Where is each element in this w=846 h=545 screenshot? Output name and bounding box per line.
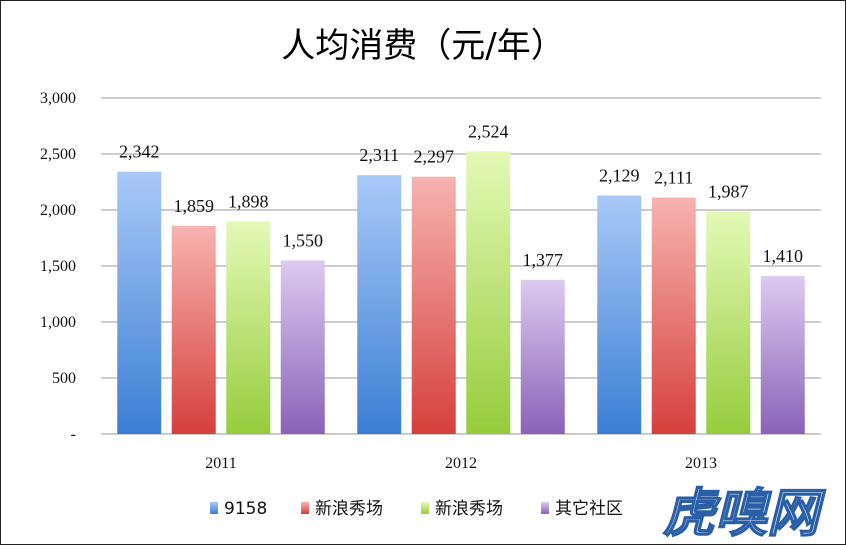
data-label: 2,111 [654, 168, 693, 188]
x-category-label: 2011 [205, 455, 236, 472]
y-tick-label: 3,000 [40, 90, 76, 107]
data-label: 1,898 [228, 191, 269, 211]
bar [651, 197, 696, 434]
bar [280, 260, 325, 434]
bar [520, 279, 565, 434]
data-label: 1,550 [283, 230, 324, 250]
data-label: 1,377 [523, 250, 564, 270]
data-label: 1,859 [174, 196, 215, 216]
legend-swatch [541, 502, 549, 514]
x-category-label: 2013 [685, 455, 717, 472]
y-tick-label: 1,000 [40, 314, 76, 331]
legend-label: 新浪秀场 [435, 499, 503, 519]
data-labels: 2,342 1,859 1,898 1,550 2,311 2,297 2,524 1,377… [119, 121, 803, 269]
legend: 9158 新浪秀场 新浪秀场 其它社区 [210, 499, 623, 519]
data-label: 2,342 [119, 142, 160, 162]
y-tick-label: 2,000 [40, 202, 76, 219]
legend-label: 其它社区 [555, 499, 623, 519]
y-tick-label: - [71, 426, 76, 443]
data-label: 2,311 [359, 145, 399, 165]
watermark-logo: 虎嗅网 [663, 484, 826, 544]
bar [226, 221, 271, 434]
legend-label: 新浪秀场 [315, 499, 383, 519]
bar [171, 225, 216, 434]
gridlines [101, 97, 821, 435]
y-tick-label: 2,500 [40, 146, 76, 163]
y-tick-label: 500 [52, 370, 76, 387]
legend-label: 9158 [224, 499, 267, 519]
data-label: 1,410 [763, 246, 804, 266]
bar [760, 276, 805, 434]
data-label: 1,987 [708, 181, 749, 201]
bar [117, 171, 162, 435]
bar [357, 175, 402, 434]
bar [411, 176, 456, 434]
bar [466, 151, 511, 434]
legend-swatch [301, 502, 309, 514]
legend-swatch [210, 502, 218, 514]
y-tick-label: 1,500 [40, 258, 76, 275]
bar [706, 211, 751, 434]
chart-title: 人均消费（元/年） [281, 26, 564, 66]
x-axis-categories: 2011 2012 2013 [205, 455, 717, 472]
y-axis-ticks: - 500 1,000 1,500 2,000 2,500 3,000 [40, 90, 76, 443]
data-label: 2,129 [599, 166, 640, 186]
data-label: 2,524 [468, 121, 509, 141]
data-label: 2,297 [414, 147, 455, 167]
bars [117, 151, 805, 435]
bar [597, 195, 642, 434]
x-category-label: 2012 [445, 455, 477, 472]
legend-swatch [421, 502, 429, 514]
